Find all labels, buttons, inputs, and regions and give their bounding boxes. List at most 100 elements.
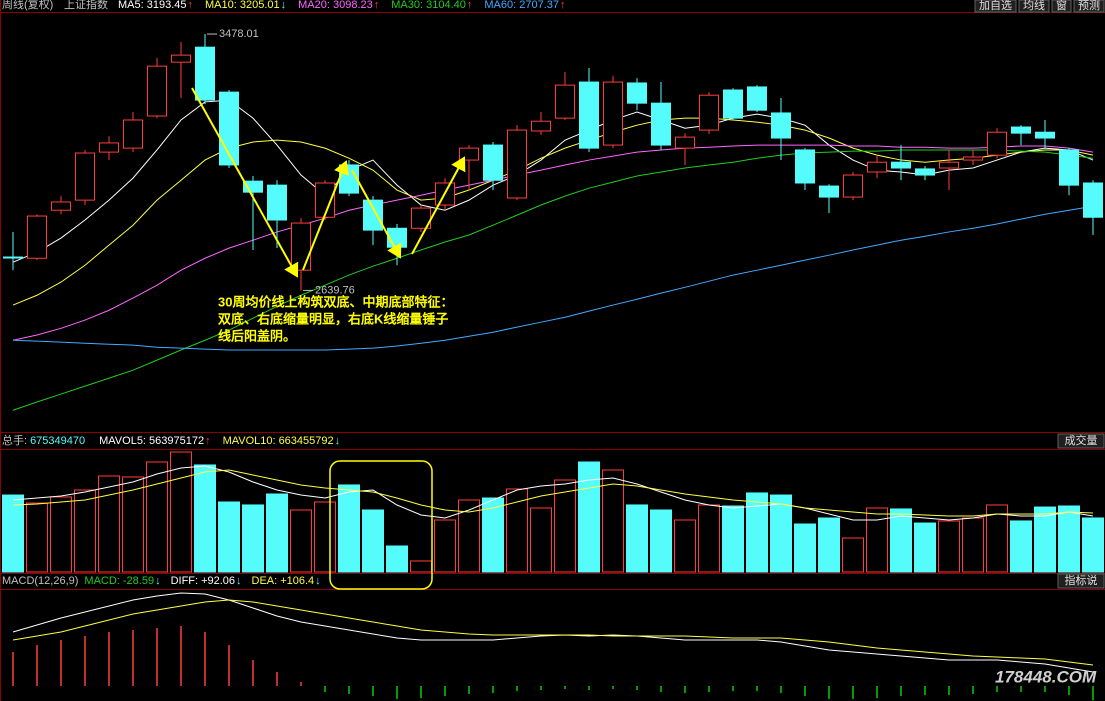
- candle-body: [627, 82, 647, 104]
- volume-bar: [578, 461, 600, 573]
- volume-average: [12, 465, 1094, 521]
- macd-bar: [1092, 686, 1094, 701]
- volume-bar: [1034, 506, 1056, 573]
- volume-bar: [746, 492, 768, 573]
- volume-bar: [170, 451, 192, 573]
- candle-body: [123, 119, 143, 149]
- header-text: MACD(12,26,9): [2, 575, 78, 587]
- panel-button[interactable]: [1057, 573, 1105, 589]
- candle-body: [171, 54, 191, 63]
- volume-bar: [26, 502, 48, 573]
- volume-bar: [698, 504, 720, 573]
- candle-body: [867, 161, 887, 173]
- arrow: [302, 160, 349, 271]
- macd-bar: [972, 686, 974, 694]
- panel-button-label[interactable]: 成交量: [1065, 433, 1098, 447]
- macd-bar: [420, 686, 422, 698]
- volume-bar: [242, 504, 264, 573]
- moving-average: [12, 149, 1094, 411]
- moving-average: [12, 144, 1094, 341]
- header-text: ↓: [315, 575, 321, 587]
- candle-body: [459, 147, 479, 161]
- macd-bar: [540, 686, 542, 690]
- macd-line: [12, 599, 1094, 666]
- extreme-label: 3478.01: [219, 28, 259, 40]
- volume-bar: [602, 469, 624, 573]
- candle-body: [819, 185, 839, 198]
- annotation-line: 双底、右底缩量明显，右底K线缩量锤子: [218, 311, 448, 326]
- volume-bar: [1010, 520, 1032, 573]
- macd-bar: [324, 686, 326, 692]
- volume-bar: [1058, 505, 1080, 573]
- volume-bar: [986, 504, 1008, 573]
- candle-body: [843, 174, 863, 198]
- macd-bar: [708, 686, 710, 692]
- volume-bar: [722, 505, 744, 573]
- moving-average: [12, 117, 1094, 306]
- macd-bar: [564, 686, 566, 689]
- header-text: DIFF:: [171, 575, 199, 587]
- header-text: MA5: 3193.45: [118, 0, 187, 11]
- candle-body: [771, 112, 791, 139]
- watermark: 178448.COM: [995, 667, 1097, 686]
- toolbar-button[interactable]: [1073, 0, 1105, 13]
- panel-button[interactable]: [1057, 433, 1105, 449]
- period: 周线(复权): [2, 0, 53, 11]
- volume-bar: [50, 496, 72, 573]
- volume-bar: [98, 475, 120, 573]
- volume-bar: [506, 488, 528, 573]
- volume-bar: [146, 461, 168, 573]
- candle-body: [27, 215, 47, 259]
- volume-bar: [362, 509, 384, 573]
- macd-bar: [204, 632, 206, 686]
- moving-average: [12, 99, 1094, 263]
- volume-bar: [938, 520, 960, 573]
- volume-bar: [2, 494, 24, 573]
- macd-bar: [1020, 686, 1022, 692]
- macd-bar: [732, 686, 734, 691]
- header-text: 675349470: [30, 435, 85, 447]
- plot-area: 3478.01 2639.76: [2, 28, 1104, 701]
- header-text: 总手:: [2, 433, 27, 447]
- volume-bar: [338, 484, 360, 573]
- toolbar-button[interactable]: [1051, 0, 1072, 13]
- header-text: 563975172: [149, 435, 204, 447]
- toolbar-button[interactable]: [974, 0, 1017, 13]
- volume-bar: [194, 464, 216, 573]
- volume-average: [12, 469, 1094, 517]
- macd-bar: [660, 686, 662, 692]
- toolbar-button-label[interactable]: 加自选: [979, 0, 1012, 12]
- macd-bar: [276, 672, 278, 686]
- header-text: MA30: 3104.40: [391, 0, 466, 11]
- toolbar-button-label[interactable]: 预测: [1078, 0, 1100, 12]
- volume-bar: [122, 476, 144, 573]
- toolbar-button-label[interactable]: 窗: [1056, 0, 1067, 12]
- volume-bar: [842, 537, 864, 573]
- panel-button-label[interactable]: 指标说: [1065, 573, 1098, 587]
- candle-body: [987, 131, 1007, 156]
- volume-bar: [794, 523, 816, 573]
- header-text: ↓: [236, 575, 242, 587]
- header-text: MAVOL5:: [99, 435, 146, 447]
- candle-body: [51, 201, 71, 211]
- header-text: ↓: [335, 435, 341, 447]
- header-text: +92.06: [201, 575, 235, 587]
- macd-bar: [852, 686, 854, 699]
- header-text: ↑: [374, 0, 380, 11]
- macd-bar: [684, 686, 686, 693]
- candle-body: [1035, 131, 1055, 139]
- header-text: ↑: [188, 0, 194, 11]
- candle-body: [555, 84, 575, 119]
- volume-bar: [314, 501, 336, 573]
- toolbar-button-label[interactable]: 均线: [1023, 0, 1045, 12]
- volume-bar: [866, 507, 888, 573]
- macd-bar: [156, 628, 158, 686]
- macd-bar: [948, 686, 950, 695]
- macd-bar: [12, 652, 14, 686]
- toolbar-button[interactable]: [1018, 0, 1050, 13]
- macd-bar: [300, 682, 302, 686]
- volume-bar: [410, 560, 432, 573]
